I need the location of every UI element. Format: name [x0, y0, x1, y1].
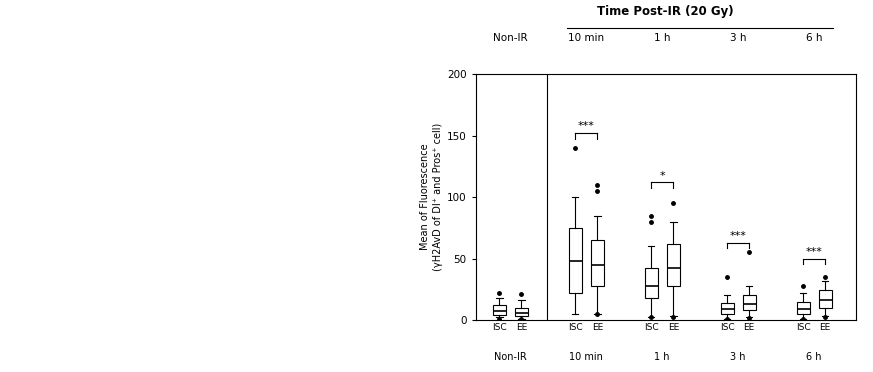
Text: ***: *** — [806, 247, 822, 257]
Text: 10 min: 10 min — [569, 352, 603, 362]
PathPatch shape — [743, 295, 756, 310]
PathPatch shape — [644, 268, 657, 298]
Text: 3 h: 3 h — [730, 33, 746, 43]
Text: 1 h: 1 h — [654, 33, 670, 43]
Text: ***: *** — [578, 122, 595, 131]
Text: Non-IR: Non-IR — [494, 352, 526, 362]
PathPatch shape — [591, 240, 604, 286]
PathPatch shape — [492, 305, 505, 315]
PathPatch shape — [515, 308, 528, 316]
PathPatch shape — [667, 244, 680, 286]
Y-axis label: Mean of Fluorescence
(γH2AvD of DI⁺ and Pros⁺ cell): Mean of Fluorescence (γH2AvD of DI⁺ and … — [420, 123, 443, 271]
Text: Non-IR: Non-IR — [493, 33, 527, 43]
PathPatch shape — [819, 291, 832, 308]
Text: ***: *** — [730, 231, 746, 241]
Text: 6 h: 6 h — [807, 352, 821, 362]
Text: 1 h: 1 h — [655, 352, 670, 362]
PathPatch shape — [568, 228, 581, 293]
PathPatch shape — [796, 301, 809, 314]
Text: 10 min: 10 min — [568, 33, 604, 43]
Text: *: * — [659, 171, 665, 180]
Text: Time Post-IR (20 Gy): Time Post-IR (20 Gy) — [597, 5, 733, 17]
Text: 3 h: 3 h — [731, 352, 746, 362]
Text: 6 h: 6 h — [806, 33, 822, 43]
PathPatch shape — [720, 303, 733, 314]
